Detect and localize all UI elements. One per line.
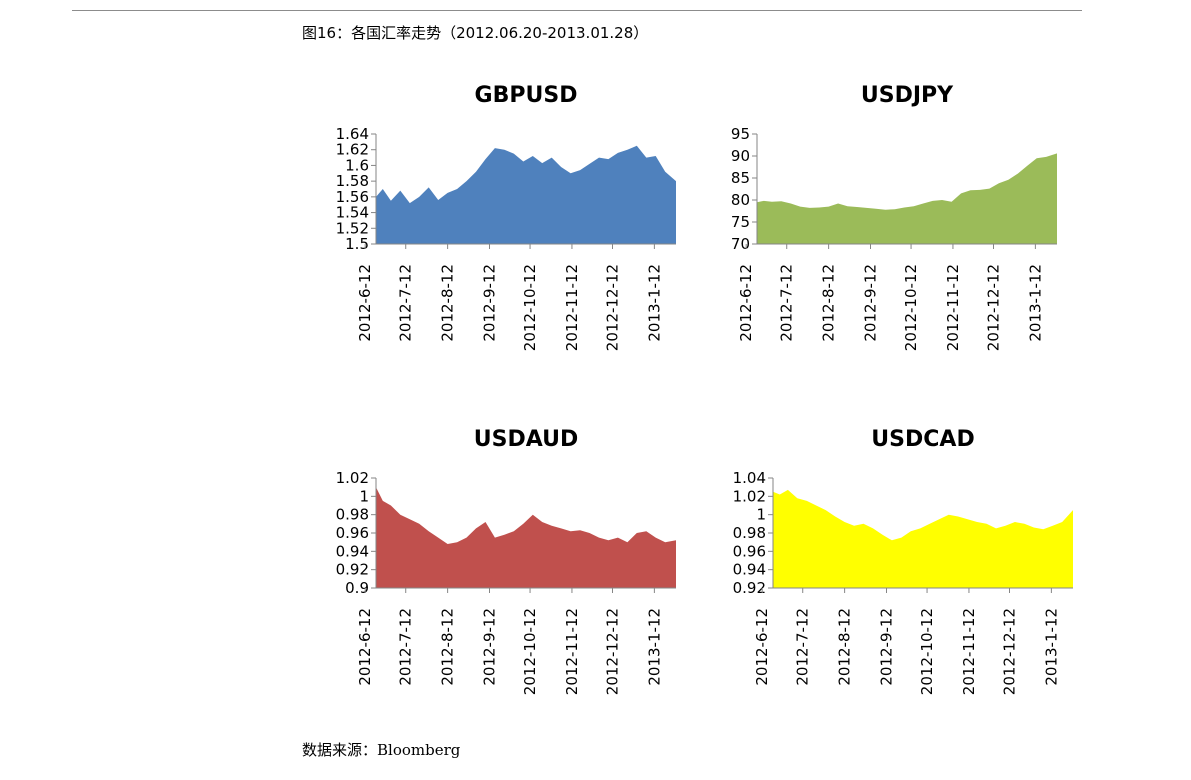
chart-usdaud: USDAUD 0.9 0.92 0.94 0.96 0.98 1 1.02 2012-6-12 2…	[300, 420, 700, 720]
gbpusd-ytick-label-3: 1.56	[336, 188, 369, 206]
usdaud-ytick-label-1: 0.92	[336, 561, 369, 579]
gbpusd-ytick-label-1: 1.52	[336, 219, 369, 237]
chart-usdcad: USDCAD 0.92 0.94 0.96 0.98 1 1.02 1.04 2012-6-12…	[697, 420, 1097, 720]
gbpusd-ytick-label-5: 1.6	[345, 156, 369, 174]
figure-caption: 图16：各国汇率走势（2012.06.20-2013.01.28）	[302, 24, 649, 42]
usdjpy-ytick-label-4: 90	[731, 147, 750, 165]
usdjpy-area	[757, 153, 1057, 244]
usdcad-ytick-label-6: 1.04	[733, 469, 766, 487]
usdjpy-xtick-label-1: 2012-7-12	[778, 264, 796, 342]
usdjpy-svg: USDJPY 70 75 80 85 90 95 2012-6-12 2012-7-12 2012…	[731, 83, 1057, 351]
usdaud-xtick-label-4: 2012-10-12	[521, 608, 539, 695]
gbpusd-xtick-label-1: 2012-7-12	[397, 264, 415, 342]
usdaud-xtick-label-1: 2012-7-12	[397, 608, 415, 686]
usdcad-ytick-label-1: 0.94	[733, 561, 766, 579]
gbpusd-ytick-label-0: 1.5	[345, 235, 369, 253]
usdaud-ytick-label-3: 0.96	[336, 524, 369, 542]
usdcad-xtick-label-6: 2012-12-12	[1001, 608, 1019, 695]
top-rule	[72, 10, 1082, 11]
usdcad-area	[773, 489, 1073, 588]
usdaud-area	[376, 487, 676, 588]
gbpusd-ytick-label-7: 1.64	[336, 125, 369, 143]
usdcad-xtick-label-0: 2012-6-12	[753, 608, 771, 686]
gbpusd-svg: GBPUSD 1.51.521.541.561.581.61.621.64 2012…	[336, 83, 676, 351]
chart-usdjpy: USDJPY 70 75 80 85 90 95 2012-6-12 2012-7-12 2012…	[697, 76, 1097, 376]
usdcad-ytick-label-0: 0.92	[733, 579, 766, 597]
usdcad-xtick-label-2: 2012-8-12	[836, 608, 854, 686]
source-prefix: 数据来源：	[302, 741, 378, 759]
usdcad-xtick-label-3: 2012-9-12	[878, 608, 896, 686]
gbpusd-area	[376, 145, 676, 244]
gbpusd-xtick-label-4: 2012-10-12	[521, 264, 539, 351]
gbpusd-xtick-label-5: 2012-11-12	[563, 264, 581, 351]
usdcad-xtick-label-7: 2013-1-12	[1042, 608, 1060, 686]
usdcad-title: USDCAD	[871, 427, 974, 452]
usdjpy-ytick-label-5: 95	[731, 125, 750, 143]
usdcad-ytick-label-2: 0.96	[733, 542, 766, 560]
usdaud-xtick-label-5: 2012-11-12	[563, 608, 581, 695]
usdjpy-xtick-label-5: 2012-11-12	[944, 264, 962, 351]
usdaud-xtick-label-6: 2012-12-12	[604, 608, 622, 695]
chart-gbpusd: GBPUSD 1.5 1.52 1.54 1.56 1.58 1.6 1.62 1.64 2012…	[300, 76, 700, 376]
usdcad-ytick-label-3: 0.98	[733, 524, 766, 542]
usdaud-xtick-label-2: 2012-8-12	[439, 608, 457, 686]
usdaud-xtick-label-0: 2012-6-12	[356, 608, 374, 686]
usdcad-ytick-label-4: 1	[756, 506, 766, 524]
usdaud-ytick-label-4: 0.98	[336, 506, 369, 524]
usdjpy-xtick-label-7: 2013-1-12	[1026, 264, 1044, 342]
usdaud-ytick-label-5: 1	[359, 487, 369, 505]
usdjpy-xtick-label-2: 2012-8-12	[820, 264, 838, 342]
usdjpy-title: USDJPY	[861, 83, 954, 108]
usdcad-xtick-label-4: 2012-10-12	[918, 608, 936, 695]
gbpusd-xtick-label-3: 2012-9-12	[481, 264, 499, 342]
usdjpy-xtick-label-4: 2012-10-12	[902, 264, 920, 351]
gbpusd-ytick-label-2: 1.54	[336, 204, 369, 222]
gbpusd-title: GBPUSD	[475, 83, 578, 108]
gbpusd-ytick-label-4: 1.58	[336, 172, 369, 190]
usdcad-ytick-label-5: 1.02	[733, 487, 766, 505]
usdaud-xtick-label-7: 2013-1-12	[645, 608, 663, 686]
source-note: 数据来源：Bloomberg	[302, 739, 460, 760]
usdaud-xtick-label-3: 2012-9-12	[481, 608, 499, 686]
usdaud-ytick-label-2: 0.94	[336, 542, 369, 560]
usdjpy-ytick-label-3: 85	[731, 169, 750, 187]
gbpusd-xtick-label-6: 2012-12-12	[604, 264, 622, 351]
usdjpy-ytick-label-0: 70	[731, 235, 750, 253]
usdjpy-xtick-label-6: 2012-12-12	[985, 264, 1003, 351]
usdaud-title: USDAUD	[474, 427, 578, 452]
usdcad-xtick-label-1: 2012-7-12	[794, 608, 812, 686]
gbpusd-ytick-label-6: 1.62	[336, 141, 369, 159]
gbpusd-xtick-label-7: 2013-1-12	[645, 264, 663, 342]
source-name: Bloomberg	[377, 741, 461, 759]
usdjpy-ytick-label-2: 80	[731, 191, 750, 209]
usdcad-xtick-label-5: 2012-11-12	[960, 608, 978, 695]
usdjpy-xtick-label-0: 2012-6-12	[737, 264, 755, 342]
usdjpy-ytick-label-1: 75	[731, 213, 750, 231]
usdjpy-xtick-label-3: 2012-9-12	[862, 264, 880, 342]
gbpusd-xtick-label-0: 2012-6-12	[356, 264, 374, 342]
usdaud-ytick-label-0: 0.9	[345, 579, 369, 597]
usdaud-ytick-label-6: 1.02	[336, 469, 369, 487]
gbpusd-xtick-label-2: 2012-8-12	[439, 264, 457, 342]
